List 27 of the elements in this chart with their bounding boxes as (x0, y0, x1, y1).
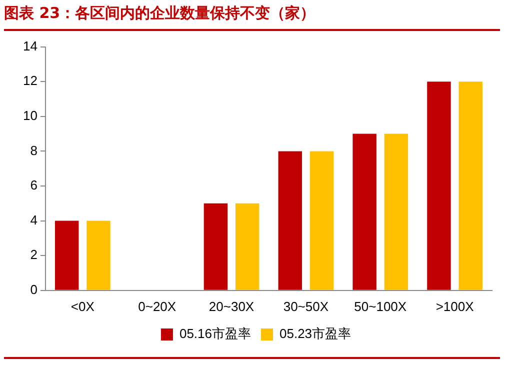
y-tick-label: 8 (30, 142, 38, 158)
bar (278, 151, 302, 290)
x-tick-label: 0~20X (138, 298, 176, 314)
bar (458, 82, 482, 290)
x-tick-label: 20~30X (208, 298, 254, 314)
bar (54, 220, 79, 290)
y-tick-label: 4 (30, 212, 38, 228)
y-tick-label: 10 (22, 108, 38, 123)
chart-title: 图表 23：各区间内的企业数量保持不变（家） (4, 4, 500, 31)
x-tick-label: 30~50X (283, 298, 329, 314)
bar (352, 134, 376, 290)
legend-label: 05.16市盈率 (179, 326, 252, 342)
bar (235, 203, 260, 290)
bar (384, 134, 408, 290)
bar (427, 82, 451, 290)
bar (86, 220, 110, 290)
y-tick-label: 6 (30, 178, 38, 193)
y-tick-label: 14 (22, 38, 38, 54)
x-tick-label: 50~100X (354, 298, 407, 314)
y-tick-label: 2 (30, 247, 38, 262)
x-tick-label: <0X (70, 298, 95, 314)
legend-label: 05.23市盈率 (280, 326, 352, 342)
y-tick-label: 12 (22, 73, 38, 88)
x-tick-label: >100X (436, 298, 474, 314)
bar (310, 151, 334, 290)
y-tick-label: 0 (30, 282, 38, 297)
bar (204, 203, 228, 290)
